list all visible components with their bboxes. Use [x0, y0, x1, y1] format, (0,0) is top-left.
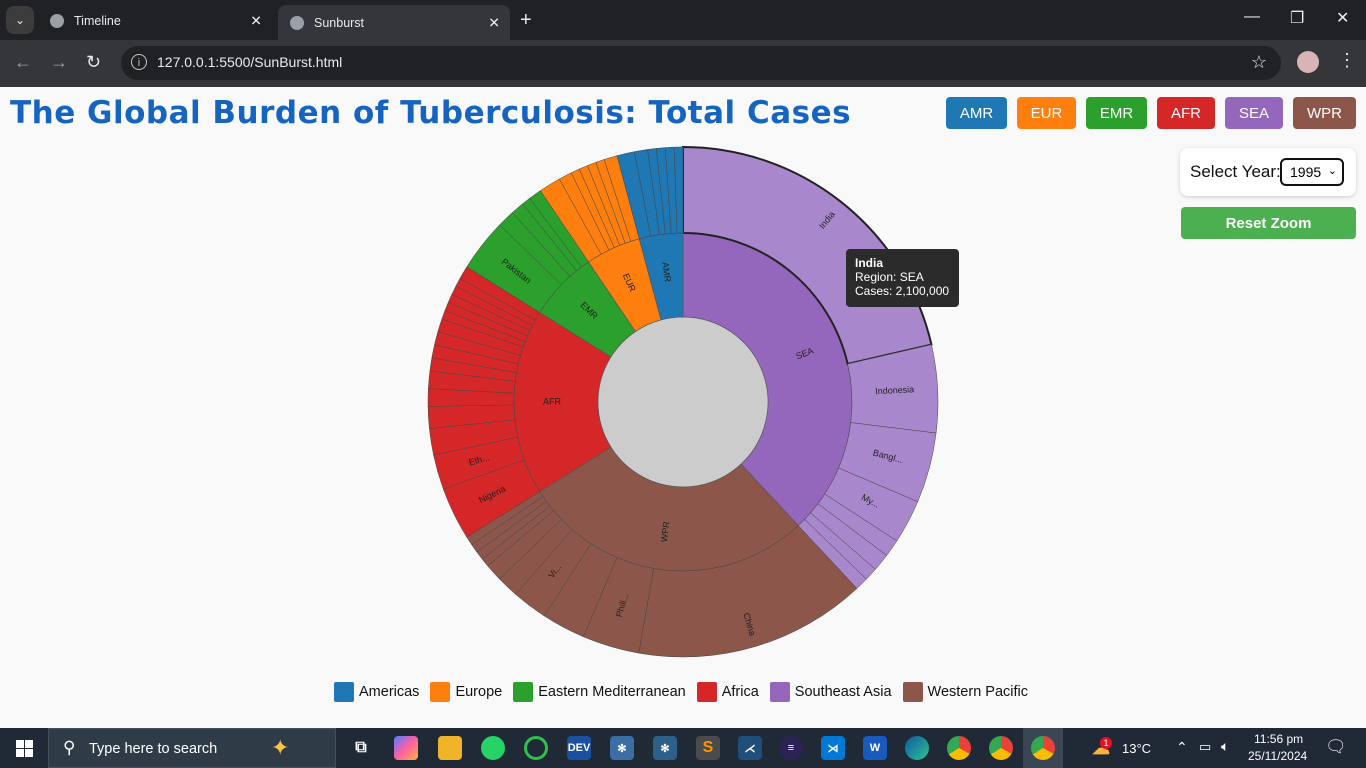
- devcpp-icon[interactable]: DEV: [567, 736, 591, 760]
- legend-item-eastern-mediterranean: Eastern Mediterranean: [513, 682, 686, 702]
- year-select[interactable]: 1995 ⌄: [1280, 158, 1344, 186]
- legend-label: Africa: [721, 684, 759, 700]
- tab-label: Sunburst: [314, 15, 365, 30]
- weather-temp[interactable]: 13°C: [1122, 741, 1152, 756]
- legend-label: Americas: [359, 684, 420, 700]
- tab-label: Timeline: [74, 14, 121, 28]
- sync-app-icon[interactable]: [524, 736, 548, 760]
- globe-icon: [290, 15, 304, 30]
- legend-item-southeast-asia: Southeast Asia: [769, 682, 892, 702]
- tooltip-cases: Cases: 2,100,000: [855, 284, 950, 298]
- search-icon: ⚲: [63, 738, 76, 757]
- legend-label: Western Pacific: [927, 684, 1028, 700]
- mysql-workbench-icon[interactable]: ⋌: [738, 736, 762, 760]
- copilot-sparkle-icon: ✦: [271, 735, 290, 760]
- sunburst-center[interactable]: [598, 317, 768, 487]
- sublime-text-icon[interactable]: S: [696, 736, 720, 760]
- chevron-down-icon: ⌄: [1327, 165, 1337, 177]
- globe-icon: [50, 14, 64, 28]
- region-button-sea[interactable]: SEA: [1225, 97, 1283, 129]
- battery-icon[interactable]: ▭: [1199, 739, 1212, 754]
- legend-item-africa: Africa: [696, 682, 759, 702]
- chevron-up-icon[interactable]: ⌃: [1176, 739, 1188, 755]
- restore-button[interactable]: ❐: [1290, 10, 1305, 27]
- tooltip-region: Region: SEA: [855, 270, 924, 284]
- page-title: The Global Burden of Tuberculosis: Total…: [10, 95, 852, 131]
- legend-item-europe: Europe: [430, 682, 502, 702]
- notification-badge: 1: [1100, 737, 1112, 749]
- new-tab-button[interactable]: +: [520, 9, 532, 31]
- windows-start-icon[interactable]: [16, 740, 33, 757]
- task-view-icon[interactable]: ⧉: [355, 739, 367, 756]
- chrome-active-icon[interactable]: [1031, 736, 1055, 760]
- country-arc[interactable]: [682, 145, 933, 366]
- close-icon[interactable]: ✕: [250, 12, 262, 29]
- menu-kebab-icon[interactable]: ⋮: [1338, 50, 1356, 70]
- tooltip-country: India: [855, 256, 884, 270]
- browser-toolbar: ← → ↻ i 127.0.0.1:5500/SunBurst.html ☆ ⋮: [0, 40, 1366, 87]
- chrome-icon[interactable]: [947, 736, 971, 760]
- clock-time[interactable]: 11:56 pm: [1254, 732, 1304, 746]
- legend-item-western-pacific: Western Pacific: [902, 682, 1028, 702]
- notifications-icon[interactable]: 🗨︎: [1325, 737, 1347, 756]
- chrome-profile-icon[interactable]: [989, 736, 1013, 760]
- forward-arrow-icon[interactable]: →: [50, 52, 68, 72]
- year-label: Select Year:: [1190, 162, 1281, 181]
- taskbar-search[interactable]: ⚲ Type here to search ✦: [48, 728, 336, 768]
- legend-swatch: [902, 682, 923, 702]
- region-arc-label: AFR: [543, 396, 562, 406]
- region-arc-label: AMR: [660, 261, 673, 283]
- close-icon[interactable]: ✕: [488, 14, 500, 30]
- legend-swatch: [696, 682, 717, 702]
- legend-swatch: [769, 682, 790, 702]
- file-explorer-icon[interactable]: [438, 736, 462, 760]
- tab-timeline[interactable]: Timeline ✕: [38, 6, 272, 36]
- region-button-afr[interactable]: AFR: [1157, 97, 1215, 129]
- country-arc-label: Indonesia: [875, 384, 915, 396]
- back-arrow-icon[interactable]: ←: [14, 52, 32, 72]
- tab-search-button[interactable]: ⌄: [6, 6, 34, 34]
- network-app-2-icon[interactable]: ✻: [653, 736, 677, 760]
- legend-swatch: [513, 682, 534, 702]
- site-info-icon[interactable]: i: [131, 54, 147, 70]
- region-button-wpr[interactable]: WPR: [1293, 97, 1356, 129]
- copilot-icon[interactable]: [394, 736, 418, 760]
- bookmark-star-icon[interactable]: ☆: [1250, 52, 1267, 72]
- whatsapp-icon[interactable]: [481, 736, 505, 760]
- legend-label: Europe: [455, 684, 503, 700]
- volume-icon[interactable]: 🔈︎: [1221, 738, 1230, 754]
- windows-taskbar: ⚲ Type here to search ✦ ⧉ DEV ✻ ✻ S ⋌ ≡ …: [0, 728, 1366, 768]
- browser-tab-bar: ⌄ Timeline ✕ Sunburst ✕ + — ❐ ✕: [0, 0, 1366, 40]
- sunburst-chart[interactable]: SEAIndiaIndonesiaBangl...My...WPRChinaPh…: [0, 0, 1366, 728]
- network-app-icon[interactable]: ✻: [610, 736, 634, 760]
- legend-item-americas: Americas: [334, 682, 419, 702]
- reset-zoom-button[interactable]: Reset Zoom: [1181, 207, 1356, 239]
- address-bar[interactable]: i 127.0.0.1:5500/SunBurst.html ☆: [121, 46, 1281, 80]
- vscode-icon[interactable]: ⋊: [821, 736, 845, 760]
- legend-label: Eastern Mediterranean: [538, 684, 686, 700]
- region-button-amr[interactable]: AMR: [946, 97, 1007, 129]
- legend-swatch: [430, 682, 451, 702]
- url-text[interactable]: 127.0.0.1:5500/SunBurst.html: [157, 54, 343, 70]
- reload-icon[interactable]: ↻: [86, 52, 102, 72]
- clock-date[interactable]: 25/11/2024: [1248, 749, 1308, 763]
- profile-avatar[interactable]: [1297, 51, 1319, 73]
- chart-tooltip: India Region: SEA Cases: 2,100,000: [846, 249, 959, 307]
- region-button-eur[interactable]: EUR: [1017, 97, 1076, 129]
- eclipse-icon[interactable]: ≡: [779, 736, 803, 760]
- legend-label: Southeast Asia: [794, 684, 892, 700]
- country-arc[interactable]: [673, 146, 684, 234]
- region-button-emr[interactable]: EMR: [1086, 97, 1147, 129]
- region-arc-label: WPR: [659, 520, 672, 543]
- edge-icon[interactable]: [905, 736, 929, 760]
- search-placeholder: Type here to search: [89, 741, 218, 757]
- minimize-button[interactable]: —: [1244, 8, 1260, 25]
- tab-sunburst[interactable]: Sunburst ✕: [278, 5, 510, 40]
- year-value: 1995: [1290, 164, 1322, 180]
- chart-legend: Americas Europe Eastern Mediterranean Af…: [334, 682, 1039, 702]
- close-window-button[interactable]: ✕: [1336, 10, 1350, 27]
- year-selector-panel: Select Year: 1995 ⌄: [1180, 148, 1356, 196]
- legend-swatch: [334, 682, 354, 702]
- word-icon[interactable]: W: [863, 736, 887, 760]
